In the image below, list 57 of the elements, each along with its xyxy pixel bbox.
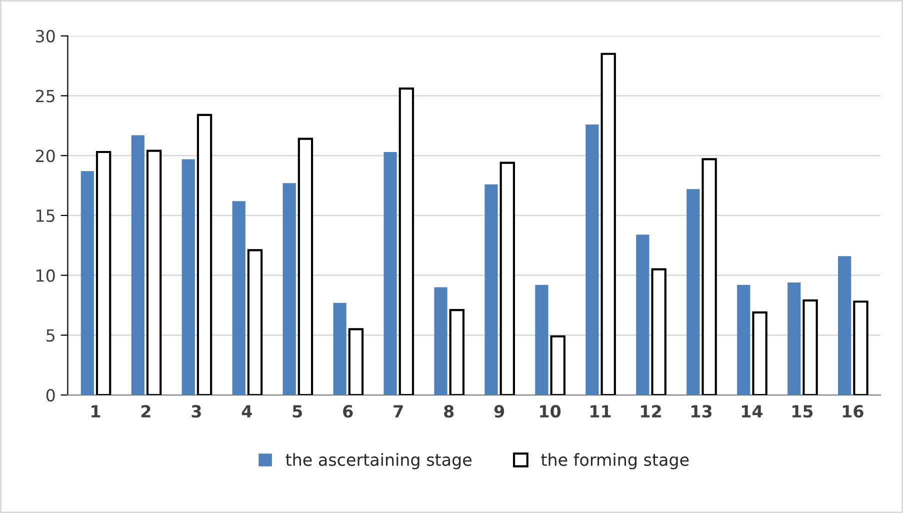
bar bbox=[636, 234, 650, 396]
bar bbox=[737, 284, 750, 396]
bar bbox=[282, 183, 296, 396]
x-tick-label: 13 bbox=[692, 405, 712, 418]
bar bbox=[146, 150, 162, 396]
bar bbox=[586, 124, 599, 396]
x-tick-label: 16 bbox=[842, 405, 864, 418]
bar bbox=[788, 282, 801, 396]
y-tick-label: 0 bbox=[46, 388, 55, 402]
x-tick-label: 8 bbox=[444, 405, 454, 418]
bar bbox=[651, 268, 666, 396]
bar bbox=[535, 284, 548, 396]
x-tick-label: 5 bbox=[292, 405, 302, 418]
x-tick-label: 1 bbox=[92, 405, 100, 418]
y-tick-label: 10 bbox=[36, 269, 55, 282]
bar bbox=[247, 249, 263, 396]
bar bbox=[449, 308, 465, 396]
x-tick-label: 2 bbox=[141, 405, 150, 418]
x-tick-label: 3 bbox=[192, 405, 201, 418]
x-tick-label: 6 bbox=[343, 405, 353, 418]
legend-label: the ascertaining stage bbox=[286, 453, 472, 470]
x-tick-label: 15 bbox=[792, 405, 813, 418]
bar bbox=[550, 335, 566, 396]
bar bbox=[838, 256, 852, 396]
x-tick-label: 10 bbox=[540, 405, 561, 418]
bar bbox=[752, 311, 768, 396]
x-tick-label: 12 bbox=[641, 405, 661, 418]
bar bbox=[348, 328, 364, 396]
x-tick-label: 9 bbox=[494, 405, 504, 418]
y-tick-label: 20 bbox=[36, 150, 55, 162]
bar bbox=[182, 159, 195, 396]
bar bbox=[600, 52, 616, 396]
bar bbox=[702, 158, 717, 396]
y-tick-label: 5 bbox=[46, 329, 54, 342]
bar bbox=[80, 171, 94, 396]
bar bbox=[96, 150, 112, 396]
y-tick-label: 15 bbox=[36, 210, 54, 222]
bar bbox=[196, 114, 212, 396]
x-tick-label: 4 bbox=[242, 405, 252, 418]
y-tick-label: 25 bbox=[36, 90, 54, 102]
bar bbox=[333, 302, 346, 396]
bar bbox=[398, 88, 414, 396]
bar bbox=[484, 184, 498, 396]
bar bbox=[500, 162, 515, 396]
x-tick-label: 14 bbox=[742, 405, 763, 418]
bar bbox=[434, 287, 448, 396]
bar bbox=[131, 135, 144, 396]
bar bbox=[232, 201, 246, 396]
x-tick-label: 11 bbox=[590, 405, 611, 418]
bar bbox=[802, 299, 818, 396]
bar bbox=[384, 152, 397, 396]
legend-label: the forming stage bbox=[541, 453, 689, 470]
bar bbox=[853, 300, 868, 396]
y-tick-label: 30 bbox=[36, 30, 55, 42]
bar bbox=[686, 189, 700, 396]
x-tick-label: 7 bbox=[394, 405, 403, 418]
bar bbox=[298, 138, 314, 396]
